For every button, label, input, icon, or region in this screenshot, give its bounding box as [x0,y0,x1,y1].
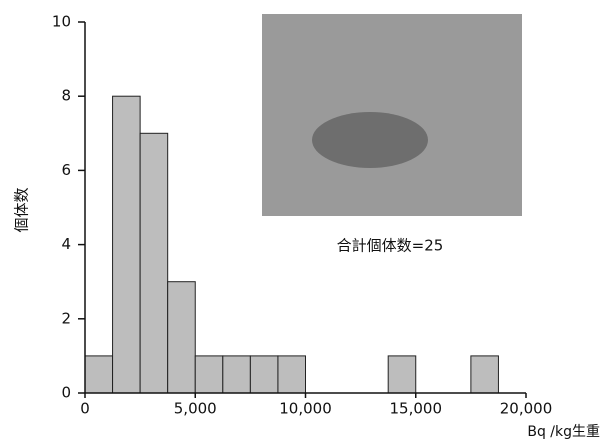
y-tick-label: 8 [61,87,71,105]
x-tick-label: 15,000 [390,400,443,418]
bar [471,356,499,393]
y-tick-label: 2 [61,309,71,327]
x-tick-label: 5,000 [174,400,217,418]
bar [388,356,416,393]
photo-subject [312,112,428,168]
bar [278,356,306,393]
bar [140,133,168,393]
y-tick-label: 4 [61,235,71,253]
annotation: 合計個体数=25 [337,237,444,255]
bar [113,96,141,393]
bar [195,356,223,393]
y-axis-label: 個体数 [13,187,31,232]
bar [168,282,196,393]
y-tick-label: 0 [61,384,71,402]
x-tick-label: 20,000 [500,400,553,418]
x-tick-label: 0 [80,400,90,418]
y-tick-label: 6 [61,161,71,179]
x-tick-label: 10,000 [279,400,332,418]
bar [223,356,251,393]
x-axis-label: Bq /kg生重 [527,424,600,440]
bar [250,356,278,393]
y-tick-label: 10 [52,13,71,31]
chart: 合計個体数=25 個体数 Bq /kg生重 0 2 4 6 8 10 0 5,000 10,00… [0,0,603,442]
bar [85,356,113,393]
